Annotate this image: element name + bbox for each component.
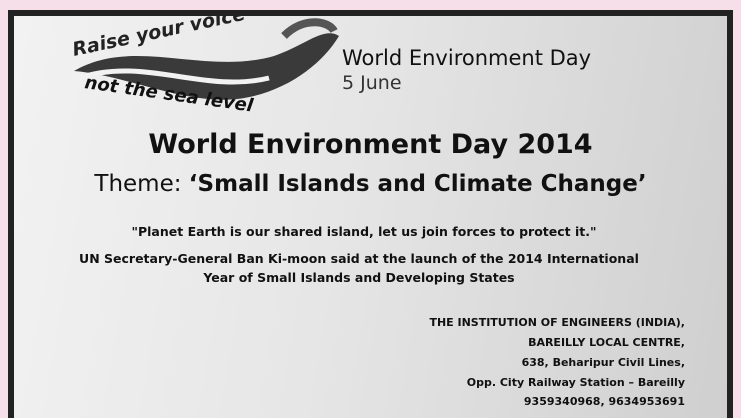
logo-wave xyxy=(281,18,338,39)
banner: Raise your voice not the sea level World… xyxy=(14,16,727,418)
header-title: World Environment Day xyxy=(342,46,592,70)
logo-text: Raise your voice xyxy=(70,16,247,61)
attribution: Year of Small Islands and Developing Sta… xyxy=(203,270,515,285)
address-line: 638, Beharipur Civil Lines, xyxy=(521,356,685,369)
theme-label: Theme: xyxy=(94,171,182,197)
frame: Raise your voice not the sea level World… xyxy=(8,10,733,418)
logo-wave xyxy=(78,68,270,85)
address-line: 9359340968, 9634953691 xyxy=(523,395,685,408)
quote: "Planet Earth is our shared island, let … xyxy=(131,224,597,239)
logo-wave xyxy=(74,33,339,100)
address-line: THE INSTITUTION OF ENGINEERS (INDIA), xyxy=(429,316,685,329)
theme: Theme: ‘Small Islands and Climate Change… xyxy=(14,171,727,197)
header-date: 5 June xyxy=(342,72,402,94)
address-line: Opp. City Railway Station – Bareilly xyxy=(466,376,685,389)
theme-text: ‘Small Islands and Climate Change’ xyxy=(188,171,647,197)
logo: Raise your voice not the sea level xyxy=(70,16,339,116)
main-title: World Environment Day 2014 xyxy=(148,129,593,160)
address-line: BAREILLY LOCAL CENTRE, xyxy=(528,336,685,349)
attribution: UN Secretary-General Ban Ki-moon said at… xyxy=(79,251,639,266)
